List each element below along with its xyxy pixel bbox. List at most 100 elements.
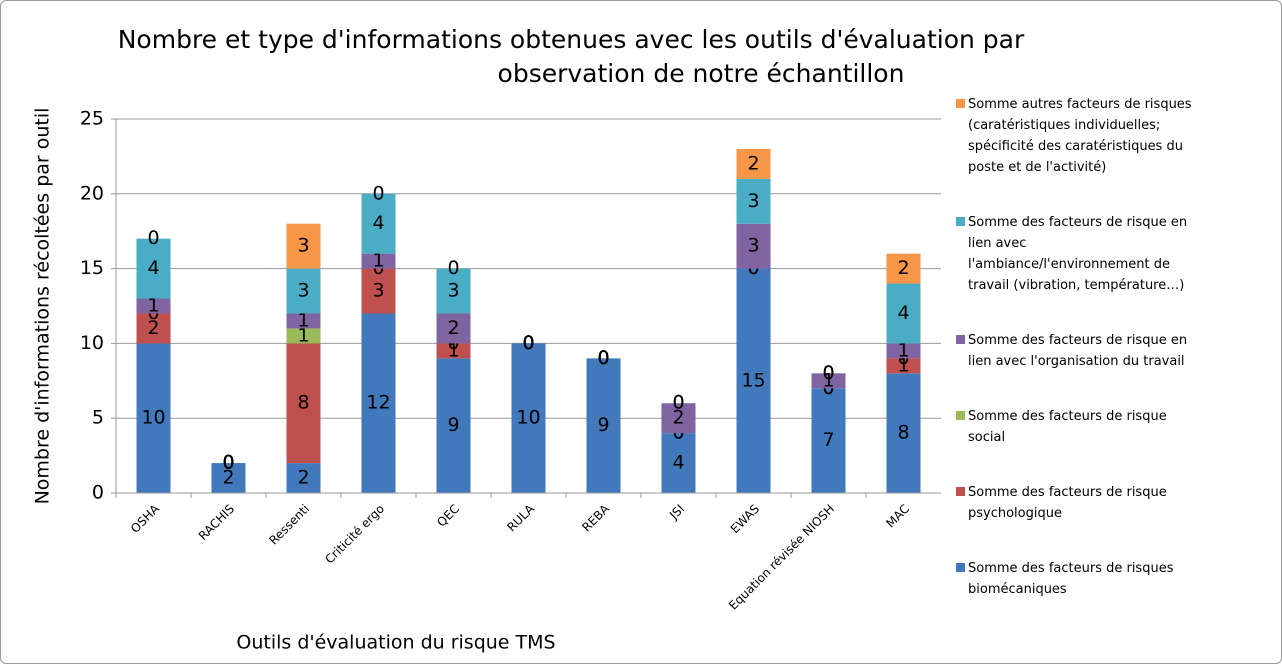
bar-segment (736, 148, 771, 179)
data-label: 0 (372, 182, 384, 204)
legend-label: Somme des facteurs de risque psychologiq… (968, 485, 1167, 521)
bar-segment (586, 358, 621, 493)
data-label: 0 (672, 392, 684, 414)
data-label: 2 (297, 467, 309, 489)
data-label: 0 (222, 452, 234, 474)
x-tick-label: Ressenti (266, 502, 312, 548)
data-label: 8 (297, 392, 309, 414)
bar-segment (211, 463, 246, 493)
data-label: 8 (897, 422, 909, 444)
legend-label: Somme des facteurs de risque social (968, 409, 1167, 445)
data-label: 12 (366, 392, 390, 414)
data-label: 1 (897, 354, 909, 376)
x-tick-label: JSI (666, 502, 687, 523)
bar-segment (361, 313, 396, 493)
data-label: 0 (822, 362, 834, 384)
bar-segment (361, 268, 396, 314)
y-tick-label: 25 (80, 108, 104, 130)
data-label: 9 (597, 414, 609, 436)
data-label: 0 (822, 362, 834, 384)
legend-swatch (956, 217, 965, 226)
bar-segment (436, 268, 471, 314)
bar-segment (886, 343, 921, 359)
data-label: 0 (522, 332, 534, 354)
legend-swatch (956, 487, 965, 496)
bar-segment (286, 463, 321, 493)
chart-title: Nombre et type d'informations obtenues a… (118, 25, 1025, 54)
bar-segment (136, 343, 171, 493)
data-label: 0 (522, 332, 534, 354)
data-label: 2 (222, 467, 234, 489)
bar-segment (136, 238, 171, 299)
legend-label: Somme autres facteurs de risques (caraté… (968, 97, 1192, 175)
data-label: 1 (822, 369, 834, 391)
legend-swatch (956, 411, 965, 420)
data-label: 2 (147, 317, 159, 339)
data-label: 4 (672, 452, 684, 474)
legend-label: Somme des facteurs de risques biomécaniq… (968, 561, 1174, 597)
data-label: 10 (516, 407, 540, 429)
y-tick-label: 15 (80, 257, 104, 279)
data-label: 2 (747, 152, 759, 174)
data-label: 1 (897, 339, 909, 361)
data-label: 2 (897, 257, 909, 279)
data-label: 0 (222, 452, 234, 474)
bar-segment (661, 403, 696, 434)
data-label: 1 (297, 324, 309, 346)
y-tick-label: 20 (80, 182, 104, 204)
data-label: 0 (597, 347, 609, 369)
x-tick-label: REBA (579, 501, 612, 534)
y-axis-label: Nombre d'informations récoltées par outi… (32, 108, 54, 505)
y-tick-label: 0 (92, 482, 104, 504)
data-label: 4 (147, 257, 159, 279)
bar-segment (436, 313, 471, 344)
legend-swatch (956, 99, 965, 108)
legend-label: Somme des facteurs de risque en lien ave… (968, 333, 1188, 369)
bar-segment (286, 328, 321, 344)
x-tick-label: OSHA (128, 501, 163, 536)
data-label: 3 (297, 280, 309, 302)
data-label: 0 (447, 257, 459, 279)
bar-segment (736, 178, 771, 224)
bar-segment (286, 313, 321, 329)
x-tick-label: QEC (434, 502, 462, 530)
data-label: 0 (597, 347, 609, 369)
x-tick-label: MAC (883, 502, 912, 531)
data-label: 0 (522, 332, 534, 354)
bar-segment (286, 268, 321, 314)
data-label: 15 (741, 369, 765, 391)
data-label: 3 (747, 190, 759, 212)
data-label: 4 (897, 302, 909, 324)
bar-segment (136, 313, 171, 344)
bar-segment (286, 343, 321, 464)
legend-item: Somme des facteurs de risque social (956, 406, 1276, 448)
y-tick-label: 10 (80, 332, 104, 354)
bar-segment (661, 433, 696, 493)
bar-segment (736, 223, 771, 269)
x-tick-label: RULA (504, 501, 537, 534)
legend-item: Somme des facteurs de risques biomécaniq… (956, 558, 1276, 600)
data-label: 0 (672, 392, 684, 414)
x-axis-label: Outils d'évaluation du risque TMS (236, 632, 555, 654)
data-label: 1 (297, 309, 309, 331)
bar-segment (811, 388, 846, 493)
data-label: 1 (372, 250, 384, 272)
data-label: 0 (522, 332, 534, 354)
data-label: 0 (597, 347, 609, 369)
bar-segment (886, 373, 921, 493)
data-label: 0 (147, 227, 159, 249)
bar-segment (811, 373, 846, 389)
x-tick-label: RACHIS (196, 502, 237, 543)
data-label: 3 (372, 280, 384, 302)
legend-label: Somme des facteurs de risque en lien ave… (968, 215, 1188, 293)
legend-swatch (956, 563, 965, 572)
y-tick-label: 5 (92, 407, 104, 429)
data-label: 7 (822, 429, 834, 451)
legend-item: Somme des facteurs de risque en lien ave… (956, 330, 1276, 372)
x-tick-label: EWAS (728, 502, 762, 536)
x-tick-label: Criticité ergo (322, 502, 387, 567)
bar-segment (886, 283, 921, 344)
legend-item: Somme des facteurs de risque en lien ave… (956, 212, 1276, 296)
